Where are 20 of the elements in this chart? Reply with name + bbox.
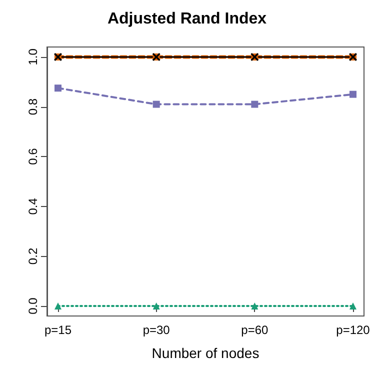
x-tick-label: p=15 <box>44 323 72 337</box>
y-tick-label: 0.2 <box>26 248 40 265</box>
y-tick-label: 0.0 <box>26 297 40 314</box>
x-tick-label: p=30 <box>142 323 170 337</box>
point <box>350 302 356 310</box>
chart-title: Adjusted Rand Index <box>107 10 267 28</box>
y-tick-label: 0.6 <box>26 148 40 165</box>
point <box>54 302 62 310</box>
point <box>251 302 258 310</box>
y-tick-label: 0.4 <box>26 198 40 215</box>
x-tick-label: p=120 <box>336 323 370 337</box>
x-tick-label: p=60 <box>241 323 269 337</box>
y-tick-label: 0.8 <box>26 98 40 116</box>
y-tick-label: 1.0 <box>26 48 40 66</box>
x-axis-title: Number of nodes <box>152 345 260 361</box>
point <box>54 84 62 92</box>
point <box>152 302 160 310</box>
point <box>350 90 356 98</box>
point <box>251 100 258 108</box>
point <box>152 100 160 108</box>
